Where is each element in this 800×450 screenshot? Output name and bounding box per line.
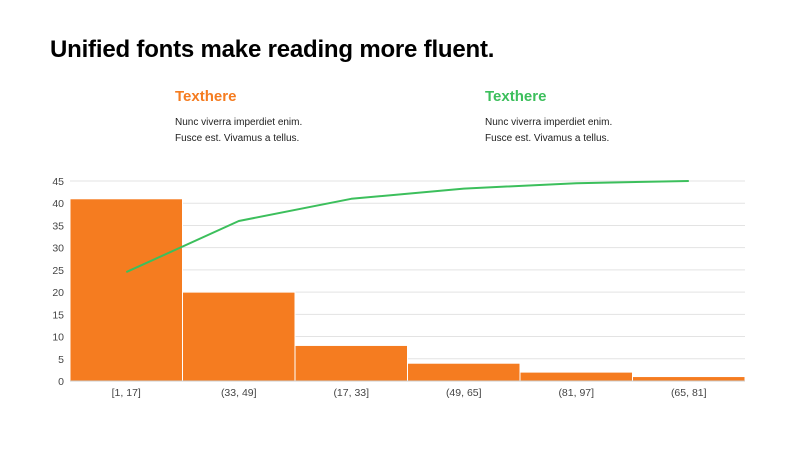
- y-tick-label: 30: [52, 243, 64, 255]
- bar: [632, 376, 746, 382]
- bar: [69, 198, 183, 382]
- y-tick-label: 15: [52, 309, 64, 321]
- y-tick-label: 0: [58, 376, 64, 388]
- callout-orange: Texthere Nunc viverra imperdiet enim. Fu…: [175, 88, 435, 147]
- callout-orange-line-1: Nunc viverra imperdiet enim.: [175, 117, 303, 128]
- y-tick-label: 45: [52, 176, 64, 188]
- x-tick-label: (81, 97]: [558, 387, 594, 399]
- x-tick-label: [1, 17]: [112, 387, 141, 399]
- callout-green: Texthere Nunc viverra imperdiet enim. Fu…: [485, 88, 745, 147]
- callout-green-line-2: Fusce est. Vivamus a tellus.: [485, 133, 610, 144]
- x-tick-label: (17, 33]: [333, 387, 369, 399]
- bar: [294, 344, 408, 382]
- callout-orange-line-2: Fusce est. Vivamus a tellus.: [175, 133, 300, 144]
- x-tick-label: (33, 49]: [221, 387, 257, 399]
- bar: [519, 371, 633, 382]
- bar: [407, 362, 521, 382]
- y-tick-label: 20: [52, 287, 64, 299]
- y-tick-label: 5: [58, 354, 64, 366]
- bar: [182, 291, 296, 382]
- y-tick-label: 40: [52, 198, 64, 210]
- x-tick-label: (65, 81]: [671, 387, 707, 399]
- y-tick-label: 25: [52, 265, 64, 277]
- y-tick-label: 10: [52, 332, 64, 344]
- x-tick-label: (49, 65]: [446, 387, 482, 399]
- page-title: Unified fonts make reading more fluent.: [50, 36, 495, 63]
- cumulative-line: [125, 180, 689, 274]
- y-tick-label: 35: [52, 220, 64, 232]
- callout-green-title: Texthere: [485, 88, 547, 105]
- callout-green-line-1: Nunc viverra imperdiet enim.: [485, 117, 613, 128]
- callout-orange-title: Texthere: [175, 88, 237, 105]
